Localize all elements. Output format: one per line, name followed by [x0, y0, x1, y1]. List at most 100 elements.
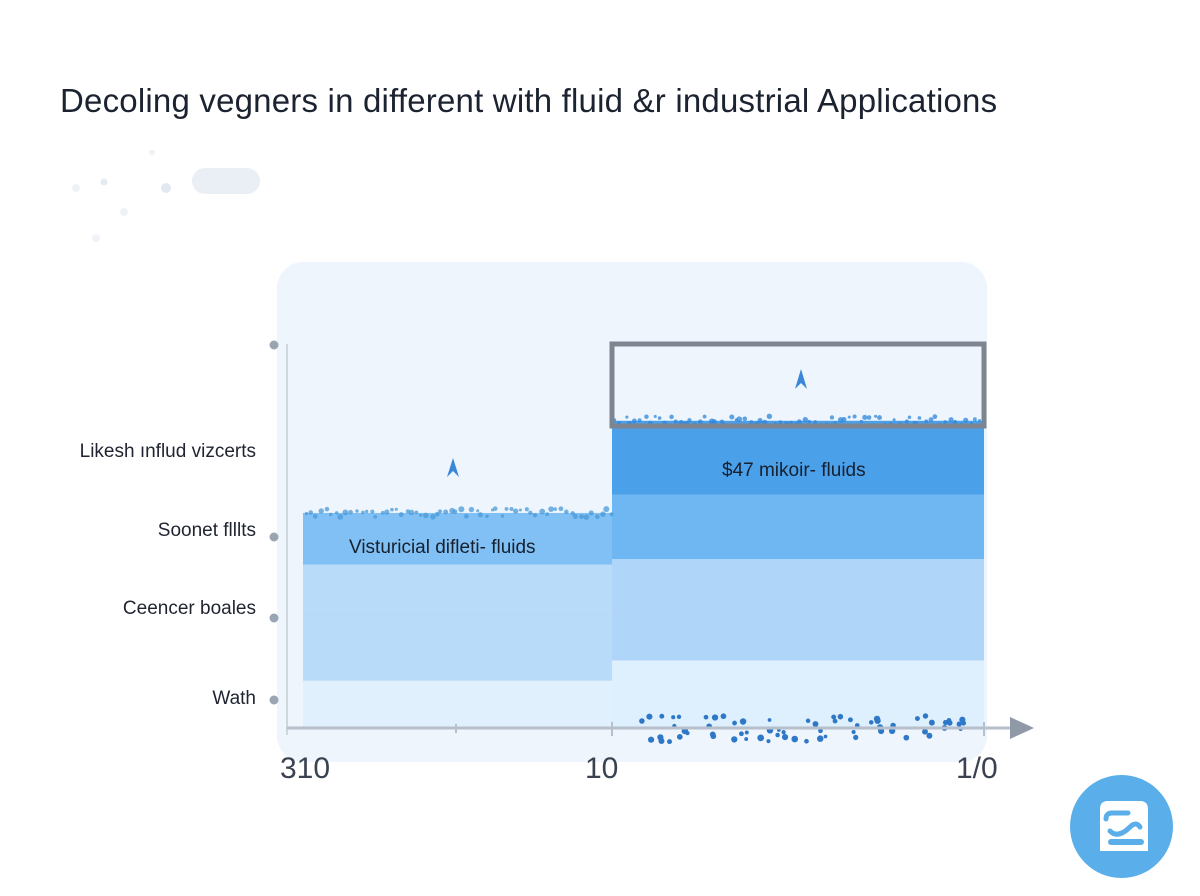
baseline-particle — [720, 713, 727, 720]
baseline-particle — [757, 734, 765, 742]
baseline-particle — [731, 736, 738, 743]
surface-particle — [492, 506, 498, 511]
surface-particle — [697, 419, 703, 425]
baseline-particle — [832, 718, 838, 724]
surface-particle — [862, 414, 868, 421]
x-axis-arrow — [1010, 717, 1034, 739]
x-tick-label: 10 — [585, 752, 619, 785]
surface-particle — [434, 511, 440, 517]
surface-particle — [438, 509, 443, 514]
surface-particle — [398, 512, 404, 518]
baseline-particle — [914, 716, 920, 721]
surface-particle — [458, 506, 465, 513]
surface-particle — [637, 418, 642, 423]
surface-particle — [348, 509, 353, 515]
surface-particle — [373, 514, 378, 519]
baseline-particle — [667, 739, 672, 745]
surface-particle — [625, 415, 629, 419]
surface-particle — [972, 417, 977, 422]
surface-particle — [847, 415, 851, 419]
surface-particle — [355, 509, 359, 513]
baseline-particle — [868, 720, 874, 725]
surface-particle — [749, 420, 754, 425]
baseline-particle — [804, 738, 809, 744]
baseline-particle — [942, 719, 949, 726]
surface-particle — [603, 506, 610, 513]
surface-particle — [528, 510, 533, 515]
fluid-layer-bar — [612, 660, 984, 728]
surface-particle — [548, 506, 554, 512]
surface-particle — [757, 417, 763, 423]
baseline-particle — [812, 721, 819, 727]
surface-particle — [564, 509, 569, 515]
surface-particle — [553, 507, 558, 511]
surface-particle — [729, 414, 735, 420]
baseline-particle — [922, 713, 929, 719]
baseline-particle — [903, 734, 910, 741]
baseline-particle — [676, 714, 682, 720]
surface-particle — [917, 416, 922, 420]
surface-particle — [766, 413, 773, 420]
fluid-layer-bar — [303, 609, 612, 681]
surface-particle — [892, 418, 896, 422]
baseline-particle — [961, 720, 967, 726]
y-axis-dot — [269, 613, 279, 623]
surface-particle — [394, 507, 398, 511]
surface-particle — [532, 513, 538, 518]
surface-particle — [370, 509, 375, 514]
series-label: Visturicial difleti- fluids — [349, 537, 536, 558]
peak-marker-2 — [795, 369, 807, 389]
baseline-particle — [658, 737, 665, 744]
app-logo-button[interactable] — [1070, 775, 1173, 878]
baseline-particle — [781, 734, 789, 741]
baseline-particle — [946, 720, 953, 726]
baseline-particle — [818, 728, 823, 734]
baseline-particle — [744, 737, 749, 741]
surface-particle — [687, 418, 692, 423]
surface-particle — [572, 514, 578, 520]
baseline-particle — [732, 720, 737, 726]
surface-particle — [328, 512, 333, 517]
surface-particle — [866, 415, 872, 420]
series-label: $47 mikoir- fluids — [722, 460, 866, 481]
surface-particle — [702, 414, 707, 419]
surface-particle — [463, 513, 469, 519]
baseline-particle — [928, 719, 935, 726]
surface-particle — [485, 514, 489, 519]
surface-particle — [673, 419, 678, 424]
surface-particle — [778, 420, 783, 425]
y-category-label: Likesh ınflud vizcerts — [79, 441, 256, 462]
surface-particle — [600, 511, 606, 517]
surface-particle — [669, 414, 674, 420]
surface-particle — [443, 509, 449, 515]
baseline-particle — [823, 734, 828, 739]
baseline-particle — [710, 733, 717, 740]
surface-particle — [588, 510, 594, 516]
baseline-particle — [744, 730, 749, 735]
baseline-particle — [676, 734, 683, 740]
y-axis-dot — [269, 340, 279, 350]
surface-particle — [380, 510, 385, 515]
baseline-particle — [739, 731, 744, 737]
baseline-particle — [791, 735, 799, 743]
highlight-frame — [609, 341, 987, 429]
surface-particle — [595, 514, 600, 520]
surface-particle — [545, 512, 550, 517]
surface-particle — [518, 508, 522, 512]
surface-particle — [807, 419, 811, 424]
fluid-layer-bar — [303, 680, 612, 728]
baseline-particle — [878, 728, 885, 735]
surface-particle — [324, 506, 330, 512]
surface-particle — [312, 513, 318, 519]
surface-particle — [476, 509, 480, 513]
baseline-particle — [956, 721, 962, 727]
x-tick-label: 310 — [280, 752, 331, 785]
surface-particle — [570, 511, 575, 516]
decorative-dots — [72, 150, 260, 242]
surface-particle — [500, 514, 505, 518]
surface-particle — [631, 418, 637, 424]
surface-particle — [364, 509, 369, 514]
surface-particle — [337, 513, 344, 520]
fluid-layer-bar — [612, 559, 984, 661]
baseline-particle — [766, 739, 771, 744]
